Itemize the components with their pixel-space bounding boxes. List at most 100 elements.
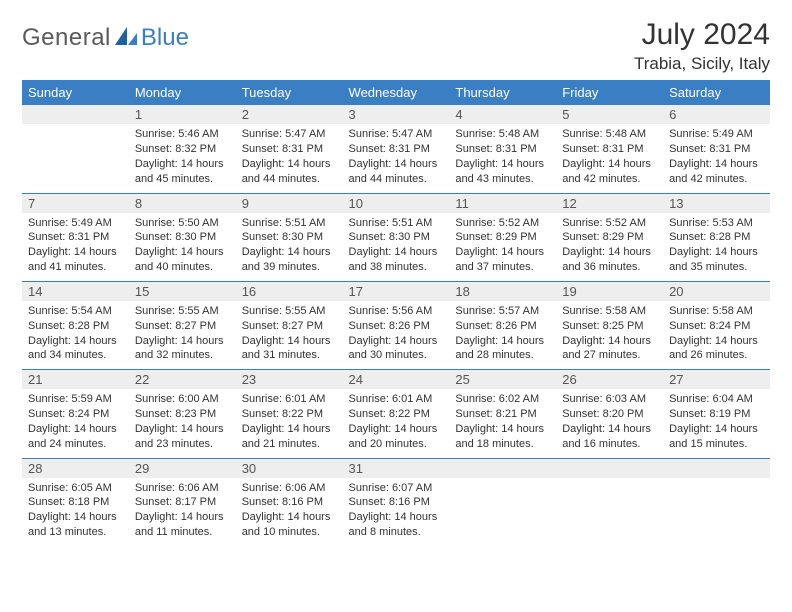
calendar-day-cell: 17Sunrise: 5:56 AMSunset: 8:26 PMDayligh…: [343, 281, 450, 369]
day-line: and 20 minutes.: [349, 437, 444, 452]
brand-name-part2: Blue: [141, 24, 189, 52]
day-line: Sunrise: 5:46 AM: [135, 127, 230, 142]
brand-name-part1: General: [22, 24, 111, 52]
day-line: Daylight: 14 hours: [455, 157, 550, 172]
day-number: [449, 459, 556, 478]
day-line: Daylight: 14 hours: [135, 245, 230, 260]
day-line: Sunset: 8:27 PM: [135, 319, 230, 334]
day-line: Sunset: 8:30 PM: [135, 230, 230, 245]
calendar-day-cell: 31Sunrise: 6:07 AMSunset: 8:16 PMDayligh…: [343, 458, 450, 546]
day-number: 9: [236, 194, 343, 213]
day-line: Daylight: 14 hours: [562, 422, 657, 437]
day-line: Sunset: 8:26 PM: [349, 319, 444, 334]
calendar-day-cell: 24Sunrise: 6:01 AMSunset: 8:22 PMDayligh…: [343, 370, 450, 458]
day-line: Sunset: 8:24 PM: [28, 407, 123, 422]
day-line: Sunrise: 6:07 AM: [349, 481, 444, 496]
day-line: Daylight: 14 hours: [135, 510, 230, 525]
day-number: [22, 105, 129, 124]
day-line: and 23 minutes.: [135, 437, 230, 452]
day-number: 20: [663, 282, 770, 301]
day-line: Sunset: 8:16 PM: [242, 495, 337, 510]
day-number: 25: [449, 370, 556, 389]
day-line: Sunrise: 6:06 AM: [242, 481, 337, 496]
day-line: Daylight: 14 hours: [242, 422, 337, 437]
day-line: Sunrise: 5:52 AM: [562, 216, 657, 231]
day-content: Sunrise: 5:51 AMSunset: 8:30 PMDaylight:…: [236, 213, 343, 281]
day-number: 3: [343, 105, 450, 124]
day-line: Sunset: 8:31 PM: [455, 142, 550, 157]
day-content: Sunrise: 6:04 AMSunset: 8:19 PMDaylight:…: [663, 389, 770, 457]
calendar-day-cell: 15Sunrise: 5:55 AMSunset: 8:27 PMDayligh…: [129, 281, 236, 369]
day-line: Daylight: 14 hours: [242, 334, 337, 349]
day-line: and 36 minutes.: [562, 260, 657, 275]
day-line: Sunset: 8:31 PM: [669, 142, 764, 157]
day-line: Daylight: 14 hours: [349, 157, 444, 172]
day-line: Sunrise: 5:55 AM: [242, 304, 337, 319]
day-number: 13: [663, 194, 770, 213]
day-line: Sunset: 8:22 PM: [242, 407, 337, 422]
day-line: and 44 minutes.: [349, 172, 444, 187]
day-line: Sunrise: 6:04 AM: [669, 392, 764, 407]
calendar-day-cell: 12Sunrise: 5:52 AMSunset: 8:29 PMDayligh…: [556, 193, 663, 281]
calendar-day-cell: 4Sunrise: 5:48 AMSunset: 8:31 PMDaylight…: [449, 105, 556, 193]
day-line: Sunset: 8:18 PM: [28, 495, 123, 510]
day-line: and 11 minutes.: [135, 525, 230, 540]
day-line: and 15 minutes.: [669, 437, 764, 452]
weekday-header: Friday: [556, 80, 663, 105]
day-line: Sunset: 8:24 PM: [669, 319, 764, 334]
day-line: Sunrise: 5:50 AM: [135, 216, 230, 231]
weekday-header: Thursday: [449, 80, 556, 105]
day-line: Sunrise: 6:03 AM: [562, 392, 657, 407]
calendar-day-cell: 1Sunrise: 5:46 AMSunset: 8:32 PMDaylight…: [129, 105, 236, 193]
day-line: Sunrise: 6:00 AM: [135, 392, 230, 407]
day-content: Sunrise: 6:02 AMSunset: 8:21 PMDaylight:…: [449, 389, 556, 457]
day-line: Sunrise: 5:47 AM: [349, 127, 444, 142]
header-row: General Blue July 2024 Trabia, Sicily, I…: [22, 18, 770, 74]
calendar-day-cell: 2Sunrise: 5:47 AMSunset: 8:31 PMDaylight…: [236, 105, 343, 193]
day-line: and 45 minutes.: [135, 172, 230, 187]
day-line: Sunset: 8:30 PM: [242, 230, 337, 245]
calendar-day-cell: 18Sunrise: 5:57 AMSunset: 8:26 PMDayligh…: [449, 281, 556, 369]
day-number: 14: [22, 282, 129, 301]
calendar-day-cell: 25Sunrise: 6:02 AMSunset: 8:21 PMDayligh…: [449, 370, 556, 458]
day-line: Sunset: 8:17 PM: [135, 495, 230, 510]
day-content: Sunrise: 5:55 AMSunset: 8:27 PMDaylight:…: [236, 301, 343, 369]
day-line: Sunset: 8:28 PM: [28, 319, 123, 334]
day-line: Daylight: 14 hours: [242, 245, 337, 260]
day-number: 24: [343, 370, 450, 389]
day-line: and 18 minutes.: [455, 437, 550, 452]
day-number: 27: [663, 370, 770, 389]
weekday-header: Monday: [129, 80, 236, 105]
day-content: Sunrise: 5:46 AMSunset: 8:32 PMDaylight:…: [129, 124, 236, 192]
day-content: Sunrise: 5:58 AMSunset: 8:24 PMDaylight:…: [663, 301, 770, 369]
day-number: 26: [556, 370, 663, 389]
day-line: Sunrise: 5:58 AM: [562, 304, 657, 319]
day-line: and 43 minutes.: [455, 172, 550, 187]
calendar-day-cell: 3Sunrise: 5:47 AMSunset: 8:31 PMDaylight…: [343, 105, 450, 193]
day-line: and 32 minutes.: [135, 348, 230, 363]
day-line: Daylight: 14 hours: [349, 422, 444, 437]
day-line: Sunset: 8:31 PM: [28, 230, 123, 245]
day-number: 1: [129, 105, 236, 124]
day-content: Sunrise: 5:50 AMSunset: 8:30 PMDaylight:…: [129, 213, 236, 281]
day-number: 7: [22, 194, 129, 213]
day-line: and 21 minutes.: [242, 437, 337, 452]
calendar-day-cell: 16Sunrise: 5:55 AMSunset: 8:27 PMDayligh…: [236, 281, 343, 369]
day-number: 4: [449, 105, 556, 124]
day-number: 11: [449, 194, 556, 213]
day-line: and 40 minutes.: [135, 260, 230, 275]
day-line: Daylight: 14 hours: [455, 422, 550, 437]
day-content: Sunrise: 5:49 AMSunset: 8:31 PMDaylight:…: [663, 124, 770, 192]
day-line: Sunset: 8:28 PM: [669, 230, 764, 245]
day-line: and 8 minutes.: [349, 525, 444, 540]
calendar-body: 1Sunrise: 5:46 AMSunset: 8:32 PMDaylight…: [22, 105, 770, 546]
day-line: Sunrise: 5:51 AM: [242, 216, 337, 231]
day-line: Daylight: 14 hours: [669, 334, 764, 349]
day-line: Sunset: 8:29 PM: [455, 230, 550, 245]
calendar-day-cell: 6Sunrise: 5:49 AMSunset: 8:31 PMDaylight…: [663, 105, 770, 193]
day-content: Sunrise: 6:06 AMSunset: 8:16 PMDaylight:…: [236, 478, 343, 546]
day-number: 19: [556, 282, 663, 301]
calendar-table: Sunday Monday Tuesday Wednesday Thursday…: [22, 80, 770, 546]
day-line: Daylight: 14 hours: [135, 157, 230, 172]
day-content: Sunrise: 5:47 AMSunset: 8:31 PMDaylight:…: [343, 124, 450, 192]
